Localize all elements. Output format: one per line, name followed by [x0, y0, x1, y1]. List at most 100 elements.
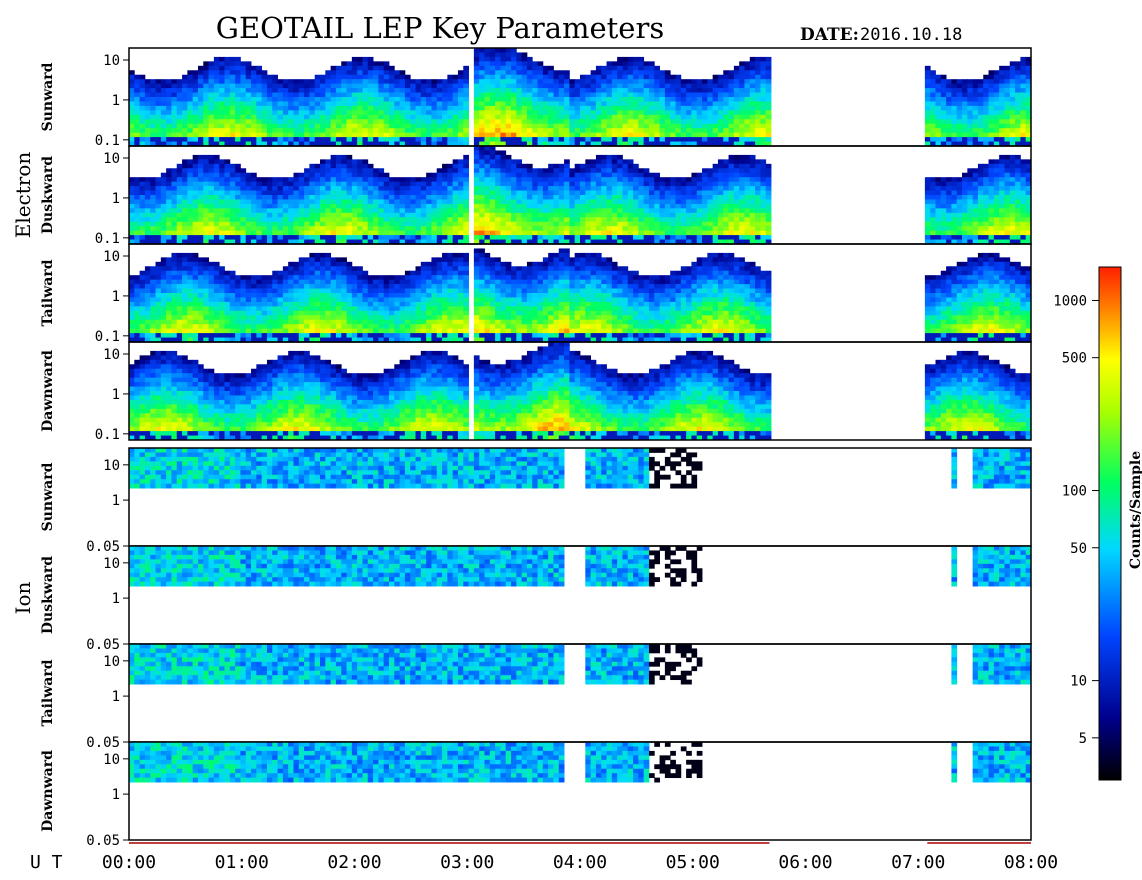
heatmap-cell [739, 92, 745, 98]
heatmap-cell [187, 212, 194, 218]
heatmap-cell [633, 226, 639, 232]
heatmap-cell [266, 217, 273, 223]
heatmap-cell [622, 181, 629, 187]
heatmap-cell [447, 239, 454, 245]
heatmap-cell [330, 83, 337, 89]
heatmap-cell [1009, 239, 1016, 245]
heatmap-cell [712, 181, 719, 187]
heatmap-cell [293, 221, 300, 227]
heatmap-cell [940, 141, 947, 147]
heatmap-cell [1025, 65, 1032, 71]
heatmap-cell [335, 221, 342, 227]
heatmap-cell [436, 83, 443, 89]
heatmap-cell [590, 163, 597, 169]
heatmap-cell [351, 110, 358, 116]
heatmap-cell [224, 119, 231, 125]
heatmap-cell [542, 105, 549, 111]
heatmap-cell [150, 83, 156, 89]
heatmap-cell [134, 123, 141, 129]
heatmap-cell [219, 123, 225, 129]
heatmap-cell [659, 137, 666, 142]
heatmap-cell [452, 181, 459, 187]
heatmap-cell [760, 217, 767, 223]
heatmap-cell [463, 226, 469, 232]
heatmap-cell [648, 110, 655, 116]
heatmap-cell [335, 97, 342, 102]
heatmap-cell [659, 181, 666, 187]
heatmap-cell [962, 79, 968, 85]
heatmap-cell [298, 221, 305, 227]
heatmap-cell [1009, 226, 1016, 232]
heatmap-cell [574, 230, 581, 236]
heatmap-cell [553, 217, 560, 223]
heatmap-cell [983, 163, 989, 169]
heatmap-cell [675, 235, 682, 240]
heatmap-cell [643, 208, 650, 214]
heatmap-cell [304, 212, 310, 218]
heatmap-cell [654, 132, 660, 138]
heatmap-cell [999, 172, 1005, 178]
heatmap-cell [256, 105, 263, 111]
heatmap-cell [648, 79, 655, 85]
heatmap-cell [388, 88, 395, 93]
heatmap-cell [341, 110, 347, 116]
heatmap-cell [479, 128, 485, 134]
heatmap-cell [1015, 230, 1021, 236]
heatmap-cell [696, 190, 703, 196]
heatmap-cell [325, 123, 332, 129]
heatmap-cell [940, 114, 947, 120]
heatmap-cell [564, 181, 570, 187]
heatmap-cell [288, 230, 294, 236]
heatmap-cell [951, 114, 958, 120]
heatmap-cell [304, 226, 310, 232]
heatmap-cell [733, 70, 740, 76]
heatmap-cell [436, 101, 443, 107]
heatmap-cell [962, 97, 968, 102]
heatmap-cell [272, 132, 278, 138]
heatmap-cell [399, 208, 406, 214]
heatmap-cell [595, 74, 602, 80]
heatmap-cell [595, 128, 602, 134]
heatmap-cell [696, 226, 703, 232]
heatmap-cell [129, 293, 135, 298]
heatmap-cell [516, 137, 523, 142]
heatmap-cell [988, 119, 995, 125]
heatmap-cell [707, 212, 714, 218]
heatmap-cell [627, 190, 634, 196]
heatmap-cell [213, 154, 220, 160]
heatmap-cell [643, 79, 650, 85]
heatmap-cell [999, 221, 1005, 227]
heatmap-cell [388, 137, 395, 142]
heatmap-cell [134, 88, 141, 93]
heatmap-cell [521, 195, 528, 200]
heatmap-cell [654, 137, 660, 142]
heatmap-cell [309, 203, 316, 209]
heatmap-cell [171, 79, 178, 85]
heatmap-cell [129, 88, 135, 93]
heatmap-cell [373, 190, 379, 196]
heatmap-cell [182, 177, 188, 183]
heatmap-cell [224, 83, 231, 89]
heatmap-cell [176, 123, 183, 129]
heatmap-cell [526, 114, 533, 120]
heatmap-cell [723, 190, 729, 196]
heatmap-cell [473, 83, 480, 89]
heatmap-cell [702, 230, 708, 236]
heatmap-cell [526, 119, 533, 125]
heatmap-cell [1020, 212, 1027, 218]
heatmap-cell [495, 119, 501, 125]
heatmap-cell [288, 88, 294, 93]
heatmap-cell [717, 230, 724, 236]
heatmap-cell [516, 110, 523, 116]
heatmap-cell [373, 199, 379, 205]
heatmap-cell [330, 163, 337, 169]
heatmap-cell [171, 230, 178, 236]
heatmap-cell [967, 226, 974, 232]
heatmap-cell [213, 79, 220, 85]
heatmap-cell [505, 154, 512, 160]
heatmap-cell [638, 92, 645, 98]
heatmap-cell [755, 101, 761, 107]
heatmap-cell [314, 208, 321, 214]
heatmap-cell [988, 83, 995, 89]
heatmap-cell [479, 56, 485, 62]
